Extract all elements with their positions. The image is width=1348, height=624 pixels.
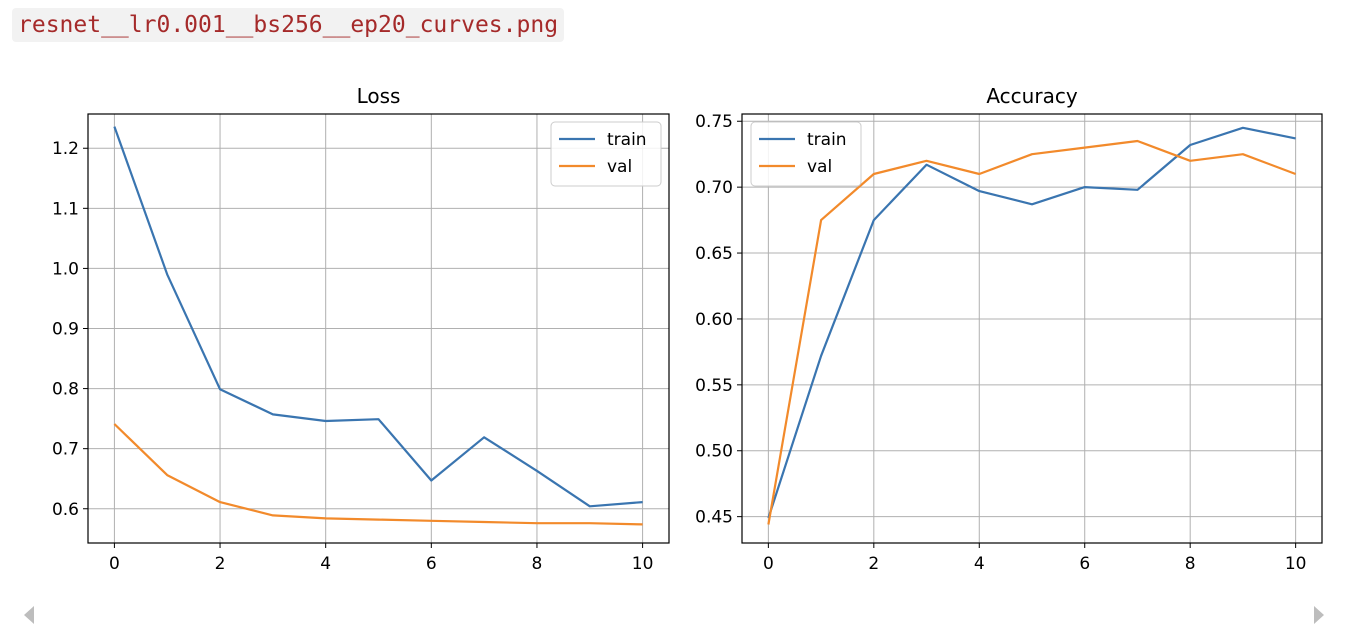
loss-chart: 0 2 4 6 8 10 0.6 0.7 0.8 0.9 1.0 1.1 1.2 Loss train val — [52, 84, 670, 574]
next-arrow-icon[interactable] — [1314, 606, 1324, 624]
x-tick-label: 8 — [1185, 554, 1196, 574]
y-tick-label: 0.9 — [52, 320, 79, 340]
y-tick-label: 0.65 — [695, 244, 733, 264]
previous-arrow-icon[interactable] — [24, 606, 34, 624]
plot-frame — [741, 113, 1323, 544]
x-tick-label: 10 — [632, 554, 654, 574]
y-tick-label: 0.50 — [695, 442, 733, 462]
y-tick-label: 0.75 — [695, 112, 733, 132]
y-tick-label: 0.45 — [695, 508, 733, 528]
y-tick-label: 0.7 — [52, 440, 79, 460]
legend: train val — [750, 121, 862, 187]
y-tick-label: 0.70 — [695, 178, 733, 198]
x-tick-label: 2 — [215, 554, 226, 574]
filename-label: resnet__lr0.001__bs256__ep20_curves.png — [12, 8, 565, 42]
x-tick-label: 4 — [320, 554, 331, 574]
x-tick-label: 6 — [426, 554, 437, 574]
legend: train val — [550, 121, 662, 187]
y-tick-label: 0.8 — [52, 380, 79, 400]
x-tick-label: 8 — [532, 554, 543, 574]
legend-label-val: val — [807, 157, 832, 177]
series-line-train — [767, 126, 1296, 519]
x-tick-label: 10 — [1285, 554, 1307, 574]
accuracy-chart: 0 2 4 6 8 10 0.45 0.50 0.55 0.60 0.65 0.70 0.75 Accur… — [695, 84, 1323, 574]
x-tick-label: 2 — [868, 554, 879, 574]
y-tick-label: 1.1 — [52, 199, 79, 219]
x-tick-label: 6 — [1079, 554, 1090, 574]
legend-label-train: train — [607, 130, 647, 150]
y-tick-label: 0.60 — [695, 310, 733, 330]
legend-label-train: train — [807, 130, 847, 150]
legend-label-val: val — [607, 157, 632, 177]
y-tick-label: 1.2 — [52, 139, 79, 159]
y-tick-label: 0.6 — [52, 500, 79, 520]
x-tick-label: 4 — [974, 554, 985, 574]
accuracy-chart-title: Accuracy — [986, 84, 1077, 108]
series-line-train — [113, 126, 643, 508]
y-tick-label: 0.55 — [695, 376, 733, 396]
loss-chart-title: Loss — [357, 84, 401, 108]
series-line-val — [113, 423, 643, 526]
x-tick-label: 0 — [109, 554, 120, 574]
training-curves-figure: 0 2 4 6 8 10 0.6 0.7 0.8 0.9 1.0 1.1 1.2 Loss train val… — [52, 84, 1323, 574]
x-tick-label: 0 — [763, 554, 774, 574]
series-line-val — [767, 139, 1296, 525]
y-tick-label: 1.0 — [52, 259, 79, 279]
